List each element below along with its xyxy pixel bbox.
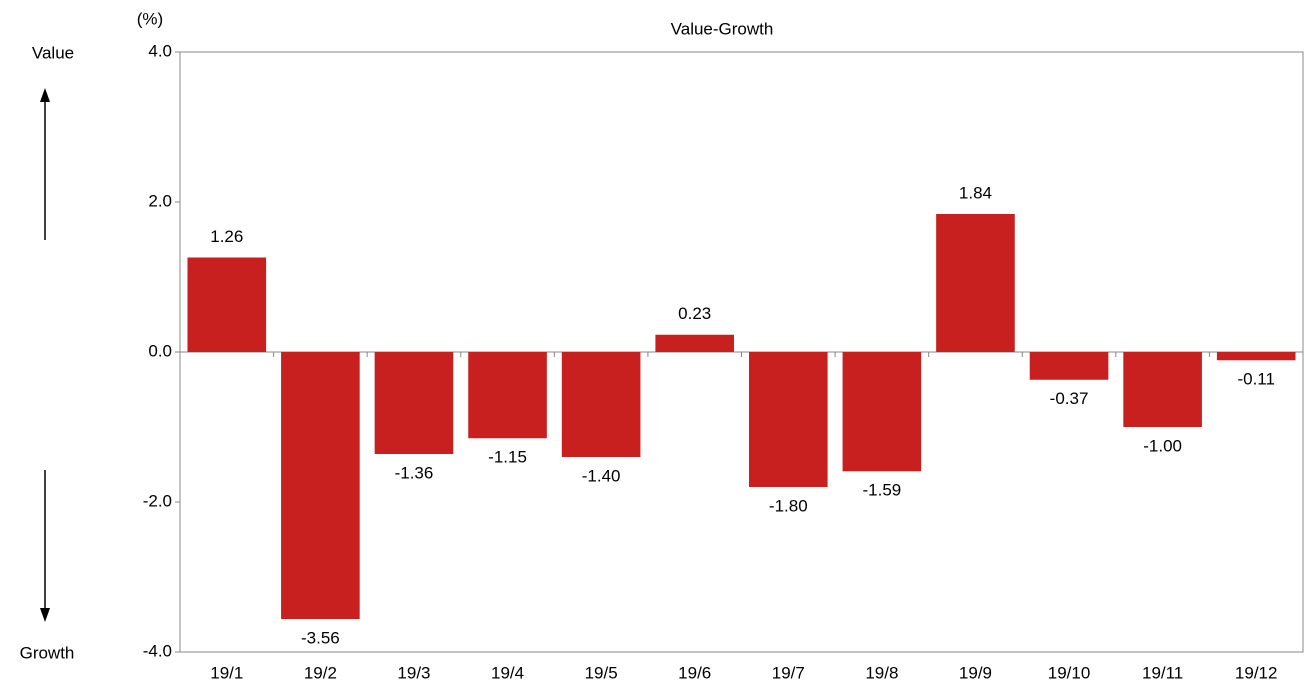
value-label: Value — [32, 43, 74, 62]
growth-arrow — [40, 470, 50, 622]
data-label: -1.80 — [769, 496, 808, 515]
y-tick-label: 2.0 — [148, 191, 172, 210]
x-tick-label: 19/8 — [865, 663, 898, 682]
x-tick-label: 19/9 — [959, 663, 992, 682]
bar — [374, 352, 454, 454]
bar — [1216, 352, 1296, 361]
bar — [1029, 352, 1109, 380]
bar — [936, 214, 1015, 352]
y-tick-label: -2.0 — [143, 491, 172, 510]
data-label: -0.37 — [1050, 389, 1089, 408]
y-tick-label: 0.0 — [148, 341, 172, 360]
x-tick-label: 19/10 — [1048, 663, 1091, 682]
data-label: -1.00 — [1143, 436, 1182, 455]
x-tick-label: 19/12 — [1235, 663, 1278, 682]
y-unit: (%) — [137, 9, 163, 28]
data-label: 0.23 — [678, 304, 711, 323]
y-tick-label: 4.0 — [148, 41, 172, 60]
x-tick-label: 19/2 — [304, 663, 337, 682]
data-label: 1.84 — [959, 183, 992, 202]
value-arrow — [40, 88, 50, 240]
x-tick-label: 19/4 — [491, 663, 524, 682]
data-label: -1.15 — [488, 448, 527, 467]
x-tick-label: 19/5 — [585, 663, 618, 682]
data-label: -0.11 — [1237, 370, 1275, 389]
data-label: 1.26 — [210, 227, 243, 246]
bar — [561, 352, 641, 457]
data-label: -1.36 — [395, 463, 434, 482]
bar — [281, 352, 360, 619]
bar — [655, 334, 735, 352]
data-label: -1.40 — [582, 466, 621, 485]
x-tick-label: 19/7 — [772, 663, 805, 682]
bar — [748, 352, 828, 487]
bar — [468, 352, 547, 439]
bar — [187, 257, 267, 352]
data-label: -3.56 — [301, 628, 340, 647]
growth-label: Growth — [20, 643, 75, 662]
x-tick-label: 19/1 — [210, 663, 243, 682]
x-tick-label: 19/6 — [678, 663, 711, 682]
x-tick-label: 19/3 — [397, 663, 430, 682]
bar — [842, 352, 922, 472]
x-tick-label: 19/11 — [1142, 663, 1183, 682]
bar — [1123, 352, 1202, 427]
y-tick-label: -4.0 — [143, 641, 172, 660]
chart-title: Value-Growth — [671, 19, 774, 38]
data-label: -1.59 — [863, 481, 902, 500]
